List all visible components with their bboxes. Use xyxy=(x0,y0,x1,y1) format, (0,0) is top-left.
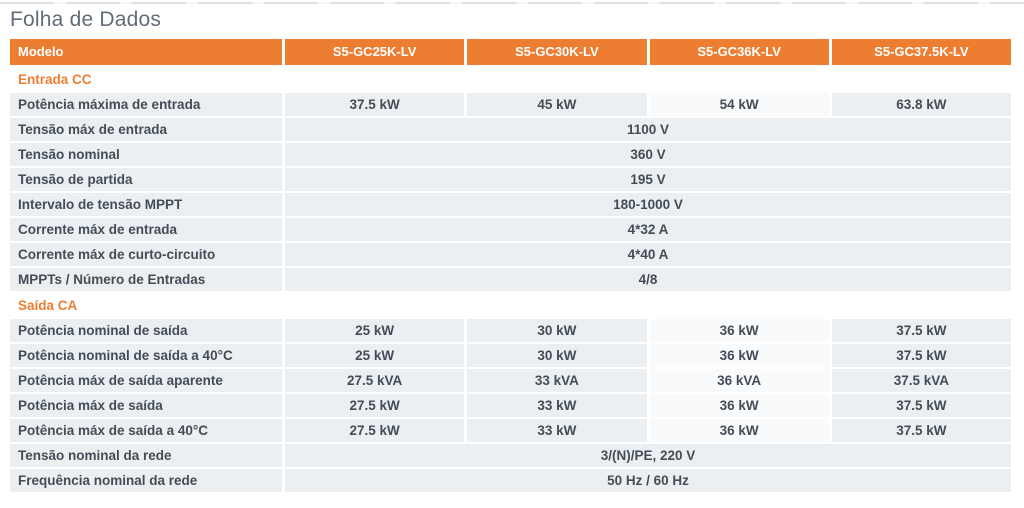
spec-label: MPPTs / Número de Entradas xyxy=(10,268,282,291)
spec-value: 25 kW xyxy=(285,319,465,342)
spec-label: Potência máx de saída a 40°C xyxy=(10,419,282,442)
spec-label: Potência nominal de saída xyxy=(10,319,282,342)
spec-label: Tensão nominal da rede xyxy=(10,444,282,467)
spec-label: Potência máxima de entrada xyxy=(10,93,282,116)
spec-row: Potência máx de saída aparente 27.5 kVA 33… xyxy=(10,369,1011,392)
page-title: Folha de Dados xyxy=(10,8,162,31)
model-header-label: Modelo xyxy=(10,39,282,65)
spec-value: 36 kW xyxy=(649,344,829,367)
spec-row: Tensão de partida 195 V xyxy=(10,168,1011,191)
spec-row: Tensão máx de entrada 1100 V xyxy=(10,118,1011,141)
spec-row: Frequência nominal da rede 50 Hz / 60 Hz xyxy=(10,469,1011,492)
spec-value-shared: 1100 V xyxy=(285,118,1011,141)
spec-value: 27.5 kW xyxy=(285,419,465,442)
spec-label: Potência máx de saída xyxy=(10,394,282,417)
spec-label: Frequência nominal da rede xyxy=(10,469,282,492)
spec-value: 36 kW xyxy=(649,394,829,417)
spec-label: Corrente máx de entrada xyxy=(10,218,282,241)
spec-value: 54 kW xyxy=(649,93,829,116)
spec-value: 27.5 kW xyxy=(285,394,465,417)
spec-label: Corrente máx de curto-circuito xyxy=(10,243,282,266)
spec-value: 37.5 kW xyxy=(831,394,1011,417)
spec-value-shared: 180-1000 V xyxy=(285,193,1011,216)
spec-label: Potência máx de saída aparente xyxy=(10,369,282,392)
datasheet: Folha de Dados Modelo S5-GC25K-LV S5-GC3… xyxy=(10,8,1011,494)
spec-value-shared: 4*40 A xyxy=(285,243,1011,266)
spec-value: 37.5 kW xyxy=(831,419,1011,442)
spec-table-header-row: Modelo S5-GC25K-LV S5-GC30K-LV S5-GC36K-… xyxy=(10,39,1011,65)
spec-value: 27.5 kVA xyxy=(285,369,465,392)
spec-value: 36 kVA xyxy=(649,369,829,392)
spec-value: 25 kW xyxy=(285,344,465,367)
spec-label: Tensão máx de entrada xyxy=(10,118,282,141)
spec-value: 37.5 kVA xyxy=(831,369,1011,392)
spec-value: 37.5 kW xyxy=(831,319,1011,342)
page-top-rule xyxy=(0,2,1024,4)
model-column-header: S5-GC25K-LV xyxy=(285,39,465,65)
model-column-header: S5-GC37.5K-LV xyxy=(831,39,1011,65)
spec-value: 63.8 kW xyxy=(831,93,1011,116)
spec-value: 30 kW xyxy=(467,344,647,367)
spec-row: Potência máxima de entrada 37.5 kW 45 kW 54… xyxy=(10,93,1011,116)
spec-value-shared: 360 V xyxy=(285,143,1011,166)
spec-label: Potência nominal de saída a 40°C xyxy=(10,344,282,367)
spec-row: Potência máx de saída 27.5 kW 33 kW 36 kW 37… xyxy=(10,394,1011,417)
spec-row: MPPTs / Número de Entradas 4/8 xyxy=(10,268,1011,291)
spec-value: 33 kW xyxy=(467,419,647,442)
spec-value-shared: 50 Hz / 60 Hz xyxy=(285,469,1011,492)
spec-value: 36 kW xyxy=(649,319,829,342)
spec-row: Tensão nominal 360 V xyxy=(10,143,1011,166)
spec-table: Modelo S5-GC25K-LV S5-GC30K-LV S5-GC36K-… xyxy=(10,39,1011,492)
spec-value-shared: 3/(N)/PE, 220 V xyxy=(285,444,1011,467)
spec-value: 37.5 kW xyxy=(831,344,1011,367)
model-column-header: S5-GC30K-LV xyxy=(467,39,647,65)
spec-value: 45 kW xyxy=(467,93,647,116)
spec-value-shared: 195 V xyxy=(285,168,1011,191)
spec-value-shared: 4/8 xyxy=(285,268,1011,291)
spec-table-body: Entrada CC Potência máxima de entrada 37.5… xyxy=(10,67,1011,492)
spec-value-shared: 4*32 A xyxy=(285,218,1011,241)
spec-row: Potência nominal de saída a 40°C 25 kW 30 … xyxy=(10,344,1011,367)
section-title: Entrada CC xyxy=(10,67,1011,93)
spec-value: 37.5 kW xyxy=(285,93,465,116)
spec-value: 33 kVA xyxy=(467,369,647,392)
spec-row: Tensão nominal da rede 3/(N)/PE, 220 V xyxy=(10,444,1011,467)
spec-label: Tensão nominal xyxy=(10,143,282,166)
spec-row: Intervalo de tensão MPPT 180-1000 V xyxy=(10,193,1011,216)
spec-value: 33 kW xyxy=(467,394,647,417)
section-title: Saída CA xyxy=(10,293,1011,319)
spec-row: Potência nominal de saída 25 kW 30 kW 36 kW… xyxy=(10,319,1011,342)
model-column-header: S5-GC36K-LV xyxy=(649,39,829,65)
spec-row: Corrente máx de entrada 4*32 A xyxy=(10,218,1011,241)
spec-value: 30 kW xyxy=(467,319,647,342)
spec-row: Corrente máx de curto-circuito 4*40 A xyxy=(10,243,1011,266)
spec-label: Tensão de partida xyxy=(10,168,282,191)
spec-value: 36 kW xyxy=(649,419,829,442)
spec-row: Potência máx de saída a 40°C 27.5 kW 33 kW… xyxy=(10,419,1011,442)
spec-label: Intervalo de tensão MPPT xyxy=(10,193,282,216)
